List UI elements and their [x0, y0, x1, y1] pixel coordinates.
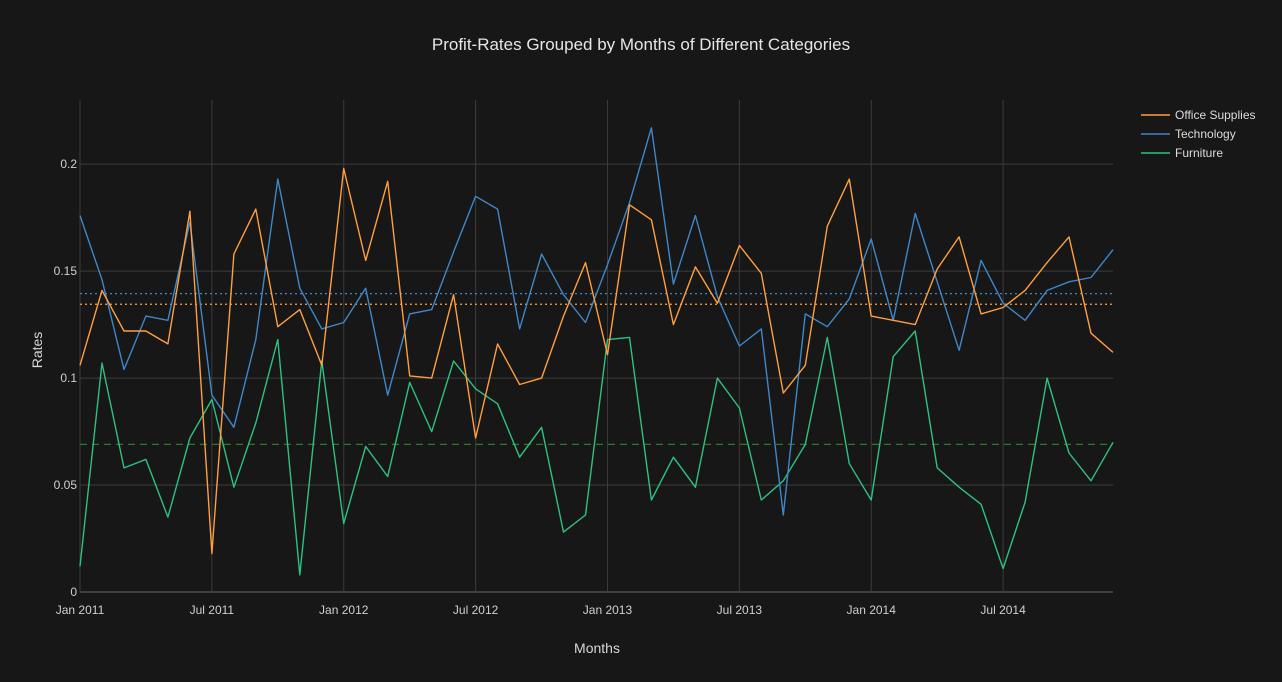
series-line-office-supplies: [79, 167, 1114, 555]
y-tick-label: 0.05: [54, 478, 78, 492]
x-tick-label: Jan 2013: [583, 603, 633, 617]
x-tick-label: Jan 2012: [319, 603, 369, 617]
series-line-technology: [79, 127, 1114, 516]
series-lines: [79, 127, 1114, 576]
y-tick-label: 0.2: [60, 157, 77, 171]
x-tick-label: Jan 2014: [847, 603, 897, 617]
y-tick-label: 0: [70, 585, 77, 599]
legend-item-office-supplies[interactable]: Office Supplies: [1141, 108, 1256, 122]
x-tick-label: Jul 2012: [453, 603, 499, 617]
x-axis-ticks: Jan 2011 Jul 2011 Jan 2012 Jul 2012 Jan 2013…: [56, 603, 1026, 617]
y-tick-label: 0.1: [60, 371, 77, 385]
x-tick-label: Jul 2013: [717, 603, 763, 617]
chart-title: Profit-Rates Grouped by Months of Differ…: [432, 35, 850, 54]
grid: [79, 100, 1113, 593]
y-axis-title: Rates: [29, 332, 45, 369]
series-line-furniture: [79, 330, 1114, 576]
x-tick-label: Jul 2011: [190, 603, 235, 617]
y-axis-ticks: 0 0.05 0.1 0.15 0.2: [54, 157, 78, 599]
legend-label: Technology: [1175, 127, 1236, 141]
x-tick-label: Jan 2011: [56, 603, 105, 617]
legend[interactable]: Office Supplies Technology Furniture: [1141, 108, 1256, 160]
legend-item-technology[interactable]: Technology: [1141, 127, 1236, 141]
x-tick-label: Jul 2014: [980, 603, 1026, 617]
legend-item-furniture[interactable]: Furniture: [1141, 146, 1223, 160]
x-axis-title: Months: [574, 640, 620, 656]
legend-label: Office Supplies: [1175, 108, 1256, 122]
legend-label: Furniture: [1175, 146, 1223, 160]
y-tick-label: 0.15: [54, 264, 78, 278]
